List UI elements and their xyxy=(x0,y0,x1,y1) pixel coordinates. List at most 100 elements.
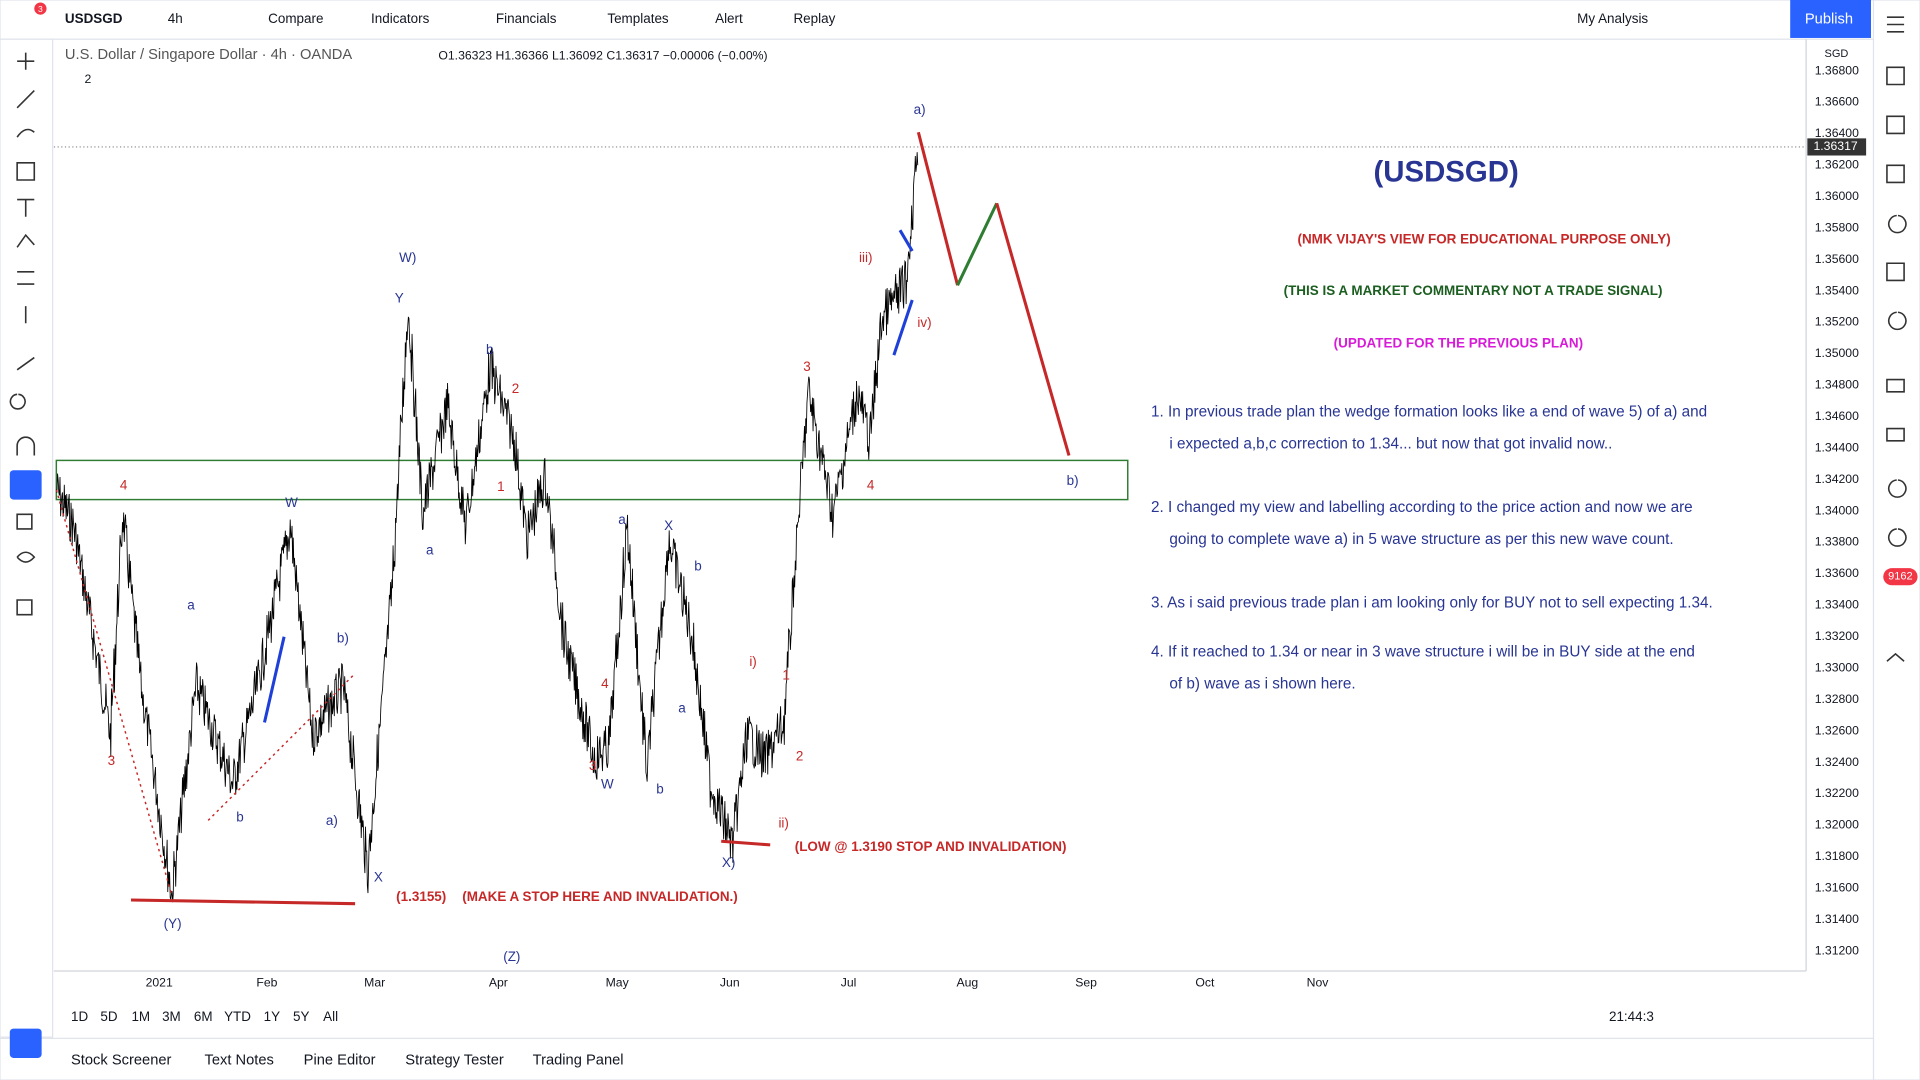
price-tick-label: 1.36800 xyxy=(1815,63,1859,77)
layout-name[interactable]: My Analysis xyxy=(1577,11,1648,26)
price-bars xyxy=(55,152,919,903)
commentary-point: 3. As i said previous trade plan i am lo… xyxy=(1151,595,1713,612)
time-label: May xyxy=(606,975,630,989)
wave-label: (LOW @ 1.3190 STOP AND INVALIDATION) xyxy=(795,839,1067,854)
price-tick-label: 1.34600 xyxy=(1815,409,1859,423)
update: (UPDATED FOR THE PREVIOUS PLAN) xyxy=(1334,336,1583,351)
range-button[interactable]: 3M xyxy=(162,1009,181,1024)
commentary-point: 1. In previous trade plan the wedge form… xyxy=(1151,404,1707,421)
wave-label: W xyxy=(601,776,614,791)
time-label: 2021 xyxy=(146,975,173,989)
toolbar-button[interactable]: Templates xyxy=(607,11,669,26)
range-button[interactable]: 5D xyxy=(100,1009,117,1024)
price-tick-label: 1.35200 xyxy=(1815,315,1859,329)
toolbar-button[interactable]: Alert xyxy=(715,11,743,26)
wave-label: X) xyxy=(722,855,735,870)
panel-tab[interactable]: Stock Screener xyxy=(71,1052,172,1068)
time-label: Aug xyxy=(956,975,978,989)
symbol: USDSGD xyxy=(65,11,123,26)
wave-label: 3 xyxy=(589,758,596,773)
left-toolbar xyxy=(0,38,54,1038)
panel-tab[interactable]: Strategy Tester xyxy=(405,1052,504,1068)
last-price: 1.36317 xyxy=(1813,139,1857,153)
price-tick-label: 1.32800 xyxy=(1815,692,1859,706)
drawing-line xyxy=(262,636,286,723)
range-button[interactable]: 1M xyxy=(131,1009,150,1024)
toolbar-button[interactable]: Replay xyxy=(793,11,835,26)
wave-label: 3 xyxy=(803,359,810,374)
interval[interactable]: 4h xyxy=(168,11,183,26)
price-tick-label: 1.32600 xyxy=(1815,723,1859,737)
active-tool[interactable] xyxy=(9,470,42,500)
range-button[interactable]: YTD xyxy=(224,1009,251,1024)
range-button[interactable]: 5Y xyxy=(293,1009,309,1024)
drawing-line xyxy=(130,898,356,906)
range-button[interactable]: 6M xyxy=(194,1009,213,1024)
time-label: Jul xyxy=(841,975,857,989)
wave-label: W) xyxy=(399,250,416,265)
time-label: Nov xyxy=(1307,975,1330,989)
toolbar-button[interactable]: Indicators xyxy=(371,11,430,26)
wave-label: 4 xyxy=(601,676,609,691)
top-bar xyxy=(0,0,1920,40)
toolbar-button[interactable]: Compare xyxy=(268,11,323,26)
wave-label: a xyxy=(426,543,434,558)
price-tick-label: 1.34800 xyxy=(1815,378,1859,392)
wave-label: 4 xyxy=(867,478,875,493)
wave-label: a xyxy=(187,598,195,613)
bottom-tool[interactable] xyxy=(9,1028,42,1058)
wave-label: b xyxy=(486,342,493,357)
price-tick-label: 1.31200 xyxy=(1815,943,1859,957)
price-tick-label: 1.35000 xyxy=(1815,346,1859,360)
price-tick-label: 1.32400 xyxy=(1815,755,1859,769)
price-tick-label: 1.33400 xyxy=(1815,598,1859,612)
wave-label: b xyxy=(236,810,243,825)
panel-tab[interactable]: Text Notes xyxy=(204,1052,273,1068)
price-tick-label: 1.36600 xyxy=(1815,95,1859,109)
range-button[interactable]: All xyxy=(323,1009,338,1024)
price-tick-label: 1.33600 xyxy=(1815,566,1859,580)
wave-label: i) xyxy=(749,654,756,669)
time-label: Apr xyxy=(489,975,508,989)
panel-tab[interactable]: Trading Panel xyxy=(533,1052,624,1068)
price-tick-label: 1.33200 xyxy=(1815,629,1859,643)
commentary-point: 4. If it reached to 1.34 or near in 3 wa… xyxy=(1151,644,1695,661)
price-tick-label: 1.35600 xyxy=(1815,252,1859,266)
left-icons[interactable] xyxy=(9,52,36,616)
commentary-point: of b) wave as i shown here. xyxy=(1169,676,1355,693)
bottom-bar xyxy=(0,1037,1875,1080)
wave-label: 1 xyxy=(782,667,789,682)
commentary-point: going to complete wave a) in 5 wave stru… xyxy=(1169,531,1673,548)
wave-label: (1.3155) xyxy=(396,889,446,904)
wave-label: W xyxy=(285,495,298,510)
range-button[interactable]: 1D xyxy=(71,1009,88,1024)
range-button[interactable]: 1Y xyxy=(264,1009,280,1024)
legend-collapse: 2 xyxy=(84,72,91,86)
price-tick-label: 1.35800 xyxy=(1815,220,1859,234)
wave-label: iii) xyxy=(859,250,872,265)
toolbar-button[interactable]: Financials xyxy=(496,11,557,26)
publish-button[interactable] xyxy=(1790,0,1872,38)
price-tick-label: 1.33000 xyxy=(1815,660,1859,674)
dotted-line xyxy=(207,672,356,821)
right-icons[interactable] xyxy=(1886,16,1907,662)
panel-tab[interactable]: Pine Editor xyxy=(304,1052,376,1068)
side-badge: 9162 xyxy=(1888,571,1913,583)
price-tick-label: 1.33800 xyxy=(1815,535,1859,549)
price-tick-label: 1.36400 xyxy=(1815,126,1859,140)
notification-dot xyxy=(34,2,47,15)
wave-label: Y xyxy=(395,290,404,305)
publish-label[interactable]: Publish xyxy=(1805,11,1853,27)
drawing-line xyxy=(995,202,1071,456)
currency: SGD xyxy=(1824,48,1848,60)
price-tick-label: 1.32200 xyxy=(1815,786,1859,800)
wave-label: a) xyxy=(326,813,338,828)
price-tick-label: 1.34000 xyxy=(1815,503,1859,517)
wave-label: (Y) xyxy=(164,916,182,931)
time-label: Oct xyxy=(1195,975,1215,989)
support-zone xyxy=(55,459,1129,501)
last-price-box xyxy=(1807,138,1867,156)
